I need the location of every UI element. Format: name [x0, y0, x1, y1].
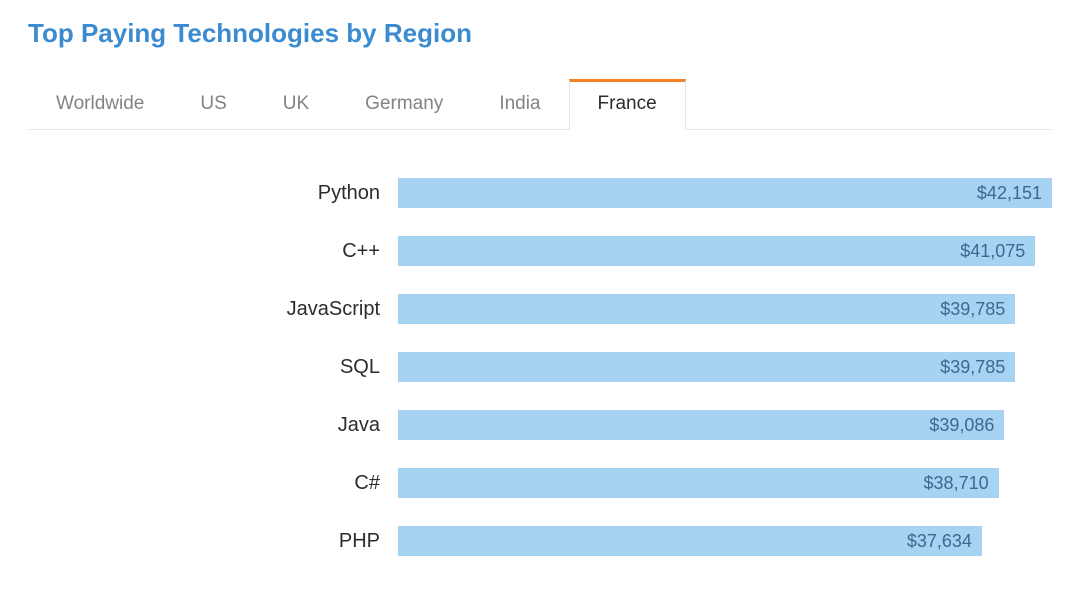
chart-bar: $42,151 [398, 178, 1052, 208]
chart-row-value: $41,075 [960, 241, 1025, 262]
chart-row-label: SQL [28, 356, 398, 379]
chart-row: Python $42,151 [28, 178, 1052, 208]
chart-row-label: C# [28, 472, 398, 495]
chart-row-label: C++ [28, 240, 398, 263]
chart-row: Java $39,086 [28, 410, 1052, 440]
chart-bar: $37,634 [398, 526, 982, 556]
tab-india[interactable]: India [471, 79, 568, 129]
tab-france[interactable]: France [569, 79, 686, 130]
chart-row-label: JavaScript [28, 298, 398, 321]
chart-bar: $39,785 [398, 352, 1015, 382]
chart-row-value: $38,710 [924, 473, 989, 494]
chart-row: SQL $39,785 [28, 352, 1052, 382]
chart-row-value: $42,151 [977, 183, 1042, 204]
chart-row: PHP $37,634 [28, 526, 1052, 556]
chart-row-label: Python [28, 182, 398, 205]
tab-uk[interactable]: UK [255, 79, 337, 129]
chart-bar-wrap: $39,785 [398, 294, 1052, 324]
page-title: Top Paying Technologies by Region [28, 18, 1052, 49]
chart-bar: $39,785 [398, 294, 1015, 324]
chart-bar-wrap: $41,075 [398, 236, 1052, 266]
chart-row: C# $38,710 [28, 468, 1052, 498]
chart-bar: $39,086 [398, 410, 1004, 440]
chart-bar-wrap: $37,634 [398, 526, 1052, 556]
chart-row: C++ $41,075 [28, 236, 1052, 266]
chart-row-value: $39,785 [940, 299, 1005, 320]
chart-row: JavaScript $39,785 [28, 294, 1052, 324]
chart-bar-wrap: $39,086 [398, 410, 1052, 440]
chart-bar-wrap: $39,785 [398, 352, 1052, 382]
tab-germany[interactable]: Germany [337, 79, 471, 129]
chart-row-label: Java [28, 414, 398, 437]
chart-row-label: PHP [28, 530, 398, 553]
chart-bar: $41,075 [398, 236, 1035, 266]
tab-worldwide[interactable]: Worldwide [28, 79, 172, 129]
region-tabs: WorldwideUSUKGermanyIndiaFrance [28, 79, 1052, 130]
chart-row-value: $37,634 [907, 531, 972, 552]
salary-bar-chart: Python $42,151 C++ $41,075 JavaScript $39,785… [28, 178, 1052, 556]
chart-bar-wrap: $42,151 [398, 178, 1052, 208]
tab-us[interactable]: US [172, 79, 254, 129]
chart-bar-wrap: $38,710 [398, 468, 1052, 498]
chart-row-value: $39,785 [940, 357, 1005, 378]
chart-bar: $38,710 [398, 468, 999, 498]
chart-row-value: $39,086 [929, 415, 994, 436]
